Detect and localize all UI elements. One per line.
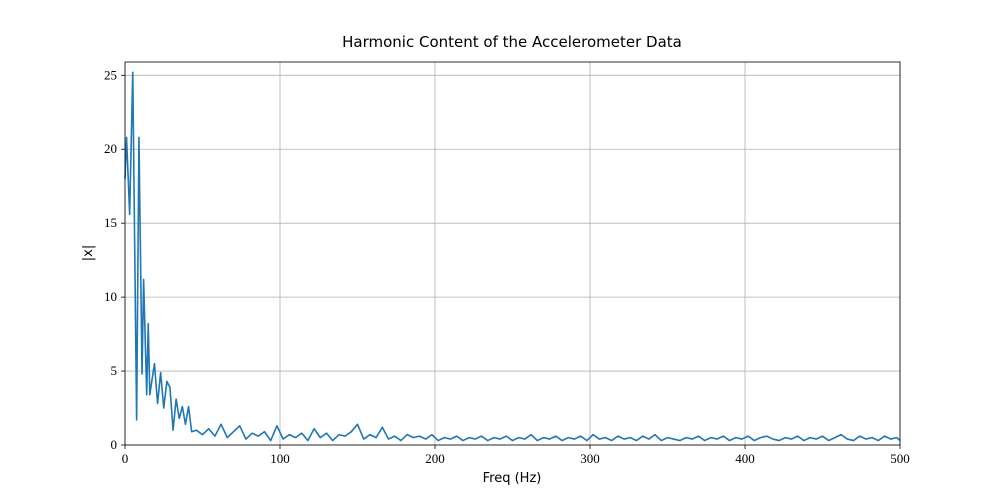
x-axis-label: Freq (Hz) — [483, 471, 542, 486]
plot-frame — [124, 61, 901, 446]
y-tick-label: 5 — [111, 363, 118, 378]
y-tick-label: 15 — [104, 215, 117, 230]
x-tick-label: 300 — [580, 451, 600, 466]
x-tick-label: 100 — [270, 451, 290, 466]
y-tick-label: 25 — [104, 67, 117, 82]
y-tick-label: 20 — [104, 141, 117, 156]
y-tick-label: 10 — [104, 289, 117, 304]
chart-title: Harmonic Content of the Accelerometer Da… — [342, 33, 682, 51]
data-line — [124, 71, 901, 442]
y-tick-label: 0 — [111, 437, 118, 452]
x-tick-label: 500 — [890, 451, 910, 466]
y-axis-label: |x| — [81, 245, 96, 261]
x-tick-label: 200 — [425, 451, 445, 466]
x-tick-label: 0 — [122, 451, 129, 466]
x-tick-label: 400 — [735, 451, 755, 466]
